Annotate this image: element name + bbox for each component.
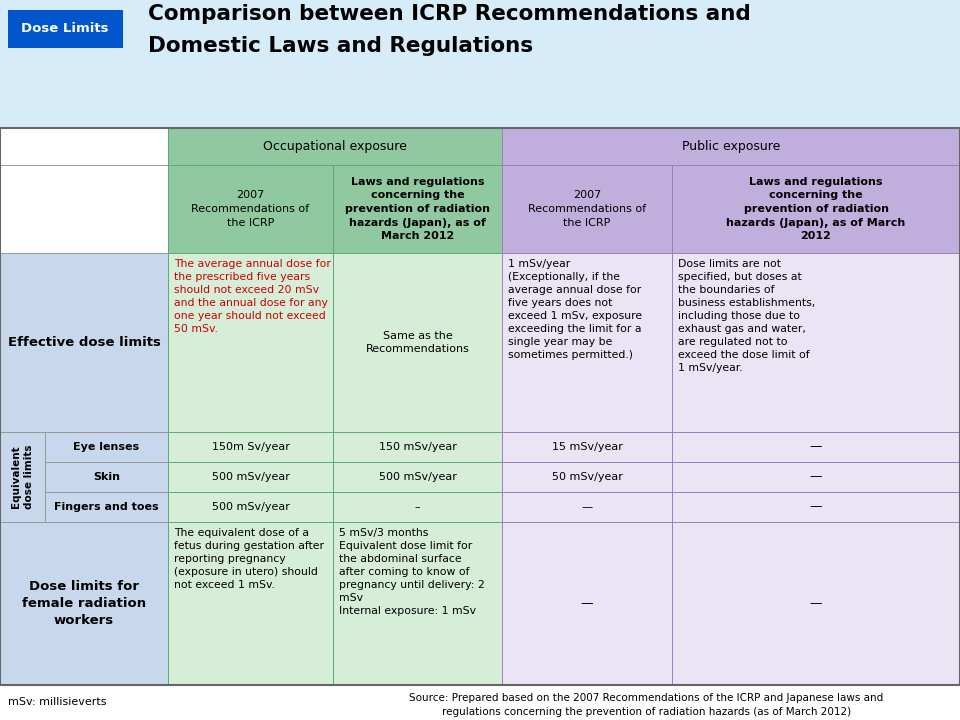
Text: Skin: Skin bbox=[93, 472, 120, 482]
Bar bbox=[168, 432, 333, 462]
Text: Eye lenses: Eye lenses bbox=[73, 442, 139, 452]
Bar bbox=[45, 492, 168, 522]
Text: –: – bbox=[415, 502, 420, 512]
Bar bbox=[672, 492, 960, 522]
Bar bbox=[168, 522, 333, 685]
Text: 500 mSv/year: 500 mSv/year bbox=[378, 472, 456, 482]
Text: Dose limits are not
specified, but doses at
the boundaries of
business establish: Dose limits are not specified, but doses… bbox=[678, 259, 815, 373]
Text: Equivalent
dose limits: Equivalent dose limits bbox=[11, 445, 35, 509]
Text: The average annual dose for
the prescribed five years
should not exceed 20 mSv
a: The average annual dose for the prescrib… bbox=[174, 259, 331, 334]
Text: 1 mSv/year
(Exceptionally, if the
average annual dose for
five years does not
ex: 1 mSv/year (Exceptionally, if the averag… bbox=[508, 259, 642, 360]
Bar bbox=[168, 253, 333, 432]
Text: Dose limits for
female radiation
workers: Dose limits for female radiation workers bbox=[22, 580, 146, 627]
Text: 2007
Recommendations of
the ICRP: 2007 Recommendations of the ICRP bbox=[528, 190, 646, 228]
Bar bbox=[502, 462, 672, 492]
Text: —: — bbox=[809, 597, 823, 610]
Bar bbox=[672, 522, 960, 685]
Bar bbox=[502, 253, 672, 432]
Text: 500 mSv/year: 500 mSv/year bbox=[211, 472, 289, 482]
Bar bbox=[0, 128, 168, 165]
Text: The equivalent dose of a
fetus during gestation after
reporting pregnancy
(expos: The equivalent dose of a fetus during ge… bbox=[174, 528, 324, 590]
Bar bbox=[333, 432, 502, 462]
Bar bbox=[333, 462, 502, 492]
Text: —: — bbox=[809, 441, 823, 454]
Text: Public exposure: Public exposure bbox=[682, 140, 780, 153]
Bar bbox=[0, 0, 960, 128]
Bar bbox=[168, 462, 333, 492]
Bar bbox=[0, 522, 168, 685]
Text: 2007
Recommendations of
the ICRP: 2007 Recommendations of the ICRP bbox=[191, 190, 309, 228]
Text: Laws and regulations
concerning the
prevention of radiation
hazards (Japan), as : Laws and regulations concerning the prev… bbox=[727, 177, 905, 241]
Text: Source: Prepared based on the 2007 Recommendations of the ICRP and Japanese laws: Source: Prepared based on the 2007 Recom… bbox=[409, 693, 883, 703]
Text: —: — bbox=[581, 597, 593, 610]
Bar bbox=[672, 462, 960, 492]
Text: 5 mSv/3 months
Equivalent dose limit for
the abdominal surface
after coming to k: 5 mSv/3 months Equivalent dose limit for… bbox=[339, 528, 485, 616]
Text: —: — bbox=[809, 470, 823, 484]
Text: 500 mSv/year: 500 mSv/year bbox=[211, 502, 289, 512]
Text: 15 mSv/year: 15 mSv/year bbox=[552, 442, 622, 452]
Bar bbox=[0, 432, 45, 522]
Bar bbox=[502, 432, 672, 462]
Text: Dose Limits: Dose Limits bbox=[21, 22, 108, 35]
Text: Domestic Laws and Regulations: Domestic Laws and Regulations bbox=[148, 36, 533, 56]
Bar bbox=[333, 522, 502, 685]
Bar bbox=[8, 10, 123, 48]
Bar bbox=[333, 492, 502, 522]
Bar bbox=[168, 492, 333, 522]
Text: —: — bbox=[809, 500, 823, 513]
Text: mSv: millisieverts: mSv: millisieverts bbox=[8, 697, 107, 707]
Bar bbox=[672, 165, 960, 253]
Bar bbox=[502, 165, 672, 253]
Text: Effective dose limits: Effective dose limits bbox=[8, 336, 160, 349]
Text: regulations concerning the prevention of radiation hazards (as of March 2012): regulations concerning the prevention of… bbox=[442, 707, 852, 717]
Bar bbox=[45, 432, 168, 462]
Bar bbox=[672, 432, 960, 462]
Text: Same as the
Recommendations: Same as the Recommendations bbox=[366, 331, 469, 354]
Bar bbox=[502, 522, 672, 685]
Bar bbox=[502, 492, 672, 522]
Bar bbox=[0, 127, 960, 129]
Bar bbox=[672, 253, 960, 432]
Bar bbox=[0, 128, 960, 685]
Text: Laws and regulations
concerning the
prevention of radiation
hazards (Japan), as : Laws and regulations concerning the prev… bbox=[345, 177, 490, 241]
Bar bbox=[0, 165, 168, 253]
Bar bbox=[168, 128, 502, 165]
Text: 150m Sv/year: 150m Sv/year bbox=[211, 442, 289, 452]
Text: 50 mSv/year: 50 mSv/year bbox=[552, 472, 622, 482]
Text: Fingers and toes: Fingers and toes bbox=[54, 502, 158, 512]
Text: —: — bbox=[582, 502, 592, 512]
Text: 150 mSv/year: 150 mSv/year bbox=[378, 442, 456, 452]
Bar bbox=[45, 462, 168, 492]
Bar bbox=[168, 165, 333, 253]
Bar bbox=[333, 253, 502, 432]
Bar bbox=[333, 165, 502, 253]
Text: Occupational exposure: Occupational exposure bbox=[263, 140, 407, 153]
Text: Comparison between ICRP Recommendations and: Comparison between ICRP Recommendations … bbox=[148, 4, 751, 24]
Bar bbox=[502, 128, 960, 165]
Bar bbox=[0, 253, 168, 432]
